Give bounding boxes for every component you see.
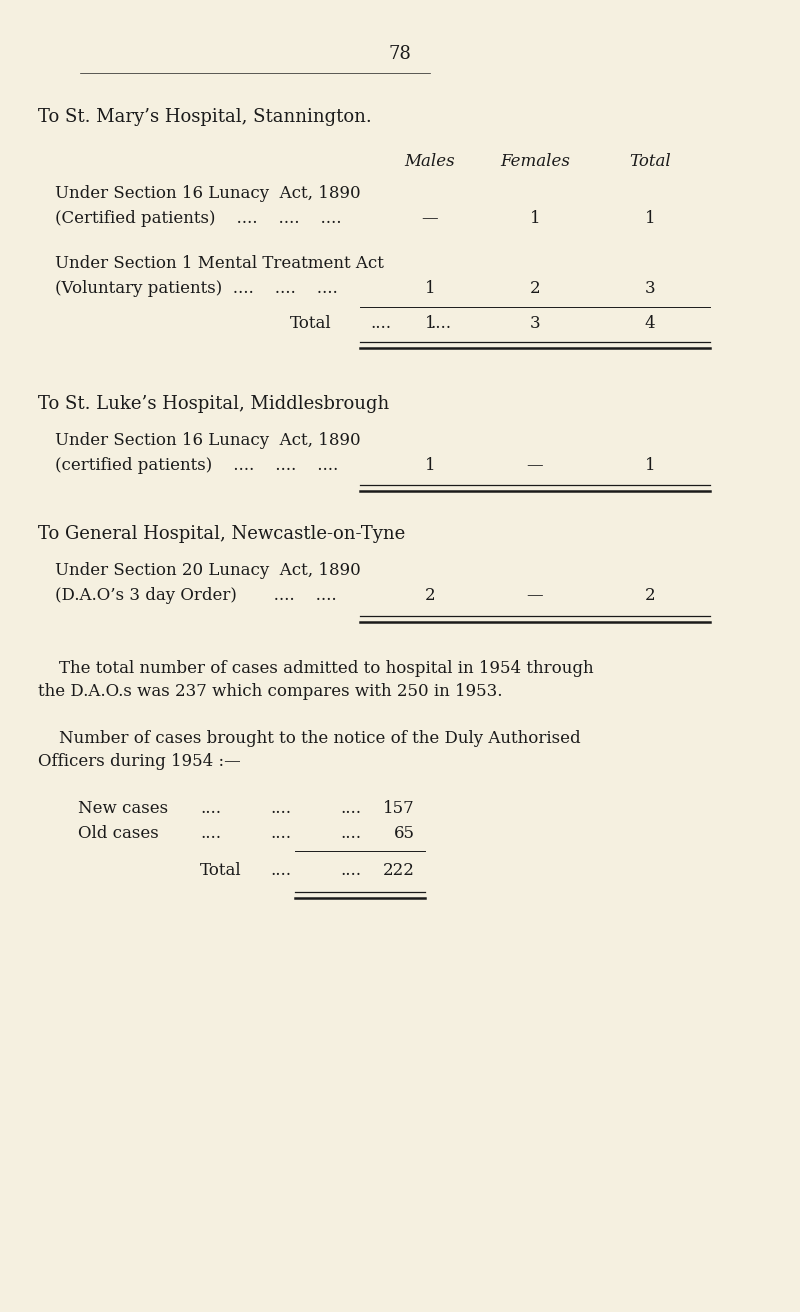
- Text: 1: 1: [645, 210, 655, 227]
- Text: To General Hospital, Newcastle-on-Tyne: To General Hospital, Newcastle-on-Tyne: [38, 525, 406, 543]
- Text: (Voluntary patients)  ....    ....    ....: (Voluntary patients) .... .... ....: [55, 279, 338, 297]
- Text: Under Section 1 Mental Treatment Act: Under Section 1 Mental Treatment Act: [55, 255, 384, 272]
- Text: Total: Total: [290, 315, 332, 332]
- Text: the D.A.O.s was 237 which compares with 250 in 1953.: the D.A.O.s was 237 which compares with …: [38, 684, 502, 701]
- Text: Under Section 16 Lunacy  Act, 1890: Under Section 16 Lunacy Act, 1890: [55, 185, 361, 202]
- Text: (D.A.O’s 3 day Order)       ....    ....: (D.A.O’s 3 day Order) .... ....: [55, 586, 337, 604]
- Text: ....: ....: [200, 800, 221, 817]
- Text: Number of cases brought to the notice of the Duly Authorised: Number of cases brought to the notice of…: [38, 729, 581, 747]
- Text: The total number of cases admitted to hospital in 1954 through: The total number of cases admitted to ho…: [38, 660, 594, 677]
- Text: 65: 65: [394, 825, 415, 842]
- Text: 222: 222: [383, 862, 415, 879]
- Text: 1: 1: [425, 457, 435, 474]
- Text: Officers during 1954 :—: Officers during 1954 :—: [38, 753, 241, 770]
- Text: 3: 3: [530, 315, 540, 332]
- Text: 2: 2: [530, 279, 540, 297]
- Text: —: —: [526, 586, 543, 604]
- Text: ....: ....: [430, 315, 451, 332]
- Text: —: —: [422, 210, 438, 227]
- Text: 78: 78: [389, 45, 411, 63]
- Text: (certified patients)    ....    ....    ....: (certified patients) .... .... ....: [55, 457, 338, 474]
- Text: ....: ....: [340, 800, 361, 817]
- Text: New cases: New cases: [78, 800, 168, 817]
- Text: 3: 3: [645, 279, 655, 297]
- Text: To St. Mary’s Hospital, Stannington.: To St. Mary’s Hospital, Stannington.: [38, 108, 372, 126]
- Text: 1: 1: [645, 457, 655, 474]
- Text: Total: Total: [200, 862, 242, 879]
- Text: ....: ....: [340, 862, 361, 879]
- Text: 157: 157: [383, 800, 415, 817]
- Text: 2: 2: [645, 586, 655, 604]
- Text: ....: ....: [370, 315, 391, 332]
- Text: 1: 1: [425, 279, 435, 297]
- Text: 2: 2: [425, 586, 435, 604]
- Text: Under Section 16 Lunacy  Act, 1890: Under Section 16 Lunacy Act, 1890: [55, 432, 361, 449]
- Text: To St. Luke’s Hospital, Middlesbrough: To St. Luke’s Hospital, Middlesbrough: [38, 395, 390, 413]
- Text: Females: Females: [500, 154, 570, 171]
- Text: ....: ....: [270, 862, 291, 879]
- Text: 1: 1: [425, 315, 435, 332]
- Text: 1: 1: [530, 210, 540, 227]
- Text: ....: ....: [270, 825, 291, 842]
- Text: 4: 4: [645, 315, 655, 332]
- Text: ....: ....: [340, 825, 361, 842]
- Text: (Certified patients)    ....    ....    ....: (Certified patients) .... .... ....: [55, 210, 342, 227]
- Text: Total: Total: [629, 154, 671, 171]
- Text: Old cases: Old cases: [78, 825, 158, 842]
- Text: Males: Males: [405, 154, 455, 171]
- Text: ....: ....: [270, 800, 291, 817]
- Text: ....: ....: [200, 825, 221, 842]
- Text: Under Section 20 Lunacy  Act, 1890: Under Section 20 Lunacy Act, 1890: [55, 562, 361, 579]
- Text: —: —: [526, 457, 543, 474]
